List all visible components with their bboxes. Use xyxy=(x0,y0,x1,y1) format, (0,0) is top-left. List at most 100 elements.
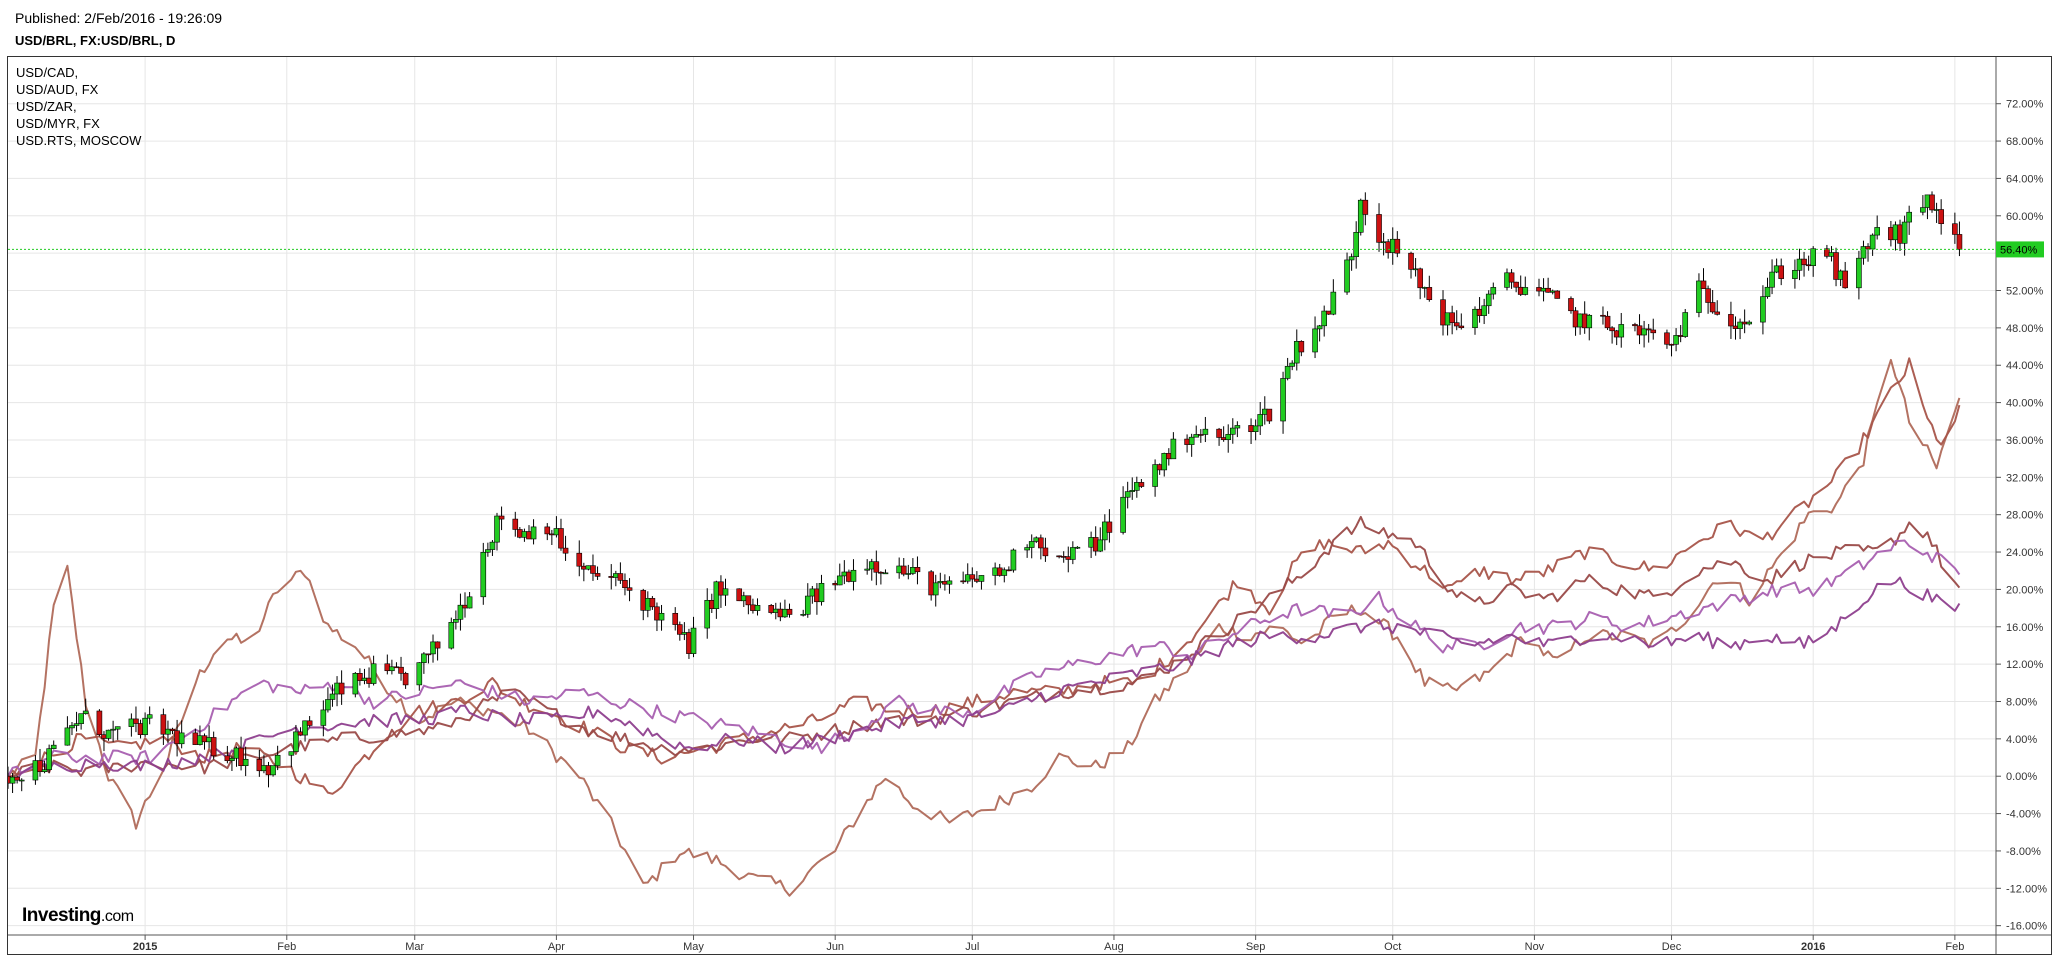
candle-body xyxy=(850,569,857,582)
y-tick-label: 4.00% xyxy=(2006,734,2037,746)
candle-body xyxy=(1796,258,1803,271)
candle-body xyxy=(270,765,276,776)
candle-body xyxy=(1293,341,1300,364)
candle-body xyxy=(242,758,249,767)
candle-body xyxy=(1650,329,1657,334)
candle-body xyxy=(1600,314,1606,317)
candle-body xyxy=(1193,434,1200,438)
candle-body xyxy=(1728,314,1734,327)
candle-body xyxy=(416,662,423,686)
candle-body xyxy=(585,565,592,570)
candle-body xyxy=(1778,265,1785,279)
candle-body xyxy=(677,624,683,635)
legend-item-usd-cad: USD/CAD, xyxy=(16,65,79,80)
candle-body xyxy=(325,699,331,711)
candle-body xyxy=(1357,199,1364,233)
candle-body xyxy=(1609,327,1615,332)
candle-body xyxy=(366,677,372,684)
candle-body xyxy=(96,710,103,735)
y-tick-label: 20.00% xyxy=(2006,584,2044,596)
candle-body xyxy=(480,551,487,598)
candle-body xyxy=(996,567,1003,576)
candle-body xyxy=(1408,252,1414,270)
x-tick-label: May xyxy=(683,941,704,953)
y-tick-label: 32.00% xyxy=(2006,472,2044,484)
candle-body xyxy=(1389,238,1396,253)
candle-body xyxy=(1166,453,1172,460)
candle-body xyxy=(1280,378,1286,422)
candle-body xyxy=(1604,315,1611,329)
candle-body xyxy=(1426,287,1433,301)
candle-body xyxy=(1124,491,1131,498)
candle-body xyxy=(654,606,660,621)
candle-body xyxy=(777,608,784,618)
candle-body xyxy=(910,567,916,574)
candle-body xyxy=(82,710,89,714)
candle-body xyxy=(402,673,409,686)
y-tick-label: 64.00% xyxy=(2006,173,2044,185)
candle-body xyxy=(233,747,240,759)
candle-body xyxy=(690,627,697,654)
candle-body xyxy=(73,723,80,726)
candle-body xyxy=(878,571,884,574)
candle-body xyxy=(562,547,569,554)
published-timestamp: Published: 2/Feb/2016 - 19:26:09 xyxy=(15,10,223,26)
candle-body xyxy=(814,588,820,603)
candle-body xyxy=(590,565,596,574)
y-tick-label: 60.00% xyxy=(2006,211,2044,223)
candle-body xyxy=(1856,257,1862,289)
candle-body xyxy=(553,528,560,536)
candle-body xyxy=(14,776,20,781)
brand-name: Investing xyxy=(22,905,101,926)
candle-body xyxy=(197,735,203,745)
candle-body xyxy=(1229,427,1236,435)
candle-body xyxy=(1929,194,1935,211)
candle-body xyxy=(1705,288,1711,303)
candle-body xyxy=(1266,408,1273,422)
candle-body xyxy=(836,575,843,586)
legend-item-usd-myr: USD/MYR, FX xyxy=(16,116,100,131)
candle-body xyxy=(261,765,267,772)
candle-body xyxy=(1513,281,1519,288)
candle-body xyxy=(1924,194,1931,208)
y-tick-label: 28.00% xyxy=(2006,510,2044,522)
candle-body xyxy=(1394,238,1401,254)
y-tick-label: 36.00% xyxy=(2006,435,2044,447)
candle-body xyxy=(896,565,902,574)
candle-body xyxy=(1421,287,1428,289)
candle-body xyxy=(1760,296,1766,323)
candle-body xyxy=(1842,270,1848,289)
candle-body xyxy=(581,565,587,570)
candle-body xyxy=(1554,290,1561,299)
candle-body xyxy=(174,730,180,745)
candle-body xyxy=(1006,569,1012,572)
candle-body xyxy=(1714,311,1721,315)
candle-body xyxy=(1696,280,1702,313)
candle-body xyxy=(868,561,875,570)
candle-body xyxy=(1682,312,1689,337)
candle-body xyxy=(517,529,523,538)
candle-body xyxy=(750,604,756,611)
candle-body xyxy=(658,612,665,621)
legend-item-usd-aud: USD/AUD, FX xyxy=(16,82,99,97)
y-tick-label: 8.00% xyxy=(2006,696,2037,708)
candle-body xyxy=(754,605,761,611)
candle-body xyxy=(1257,414,1264,427)
y-tick-label: 44.00% xyxy=(2006,360,2044,372)
candle-body xyxy=(964,574,971,582)
investing-logo[interactable]: Investing.com xyxy=(22,905,134,927)
candle-body xyxy=(329,693,336,700)
candle-body xyxy=(649,598,656,608)
candle-body xyxy=(873,561,880,573)
candle-body xyxy=(1636,325,1643,336)
candle-body xyxy=(1298,341,1305,353)
x-tick-label: Dec xyxy=(1662,941,1682,953)
candle-body xyxy=(905,573,912,575)
candle-body xyxy=(1088,537,1094,548)
candle-body xyxy=(1102,521,1108,541)
candle-body xyxy=(1156,464,1163,471)
candle-body xyxy=(1138,482,1145,487)
candle-body xyxy=(398,666,404,674)
candle-body xyxy=(1933,209,1940,211)
candle-body xyxy=(1417,268,1423,289)
